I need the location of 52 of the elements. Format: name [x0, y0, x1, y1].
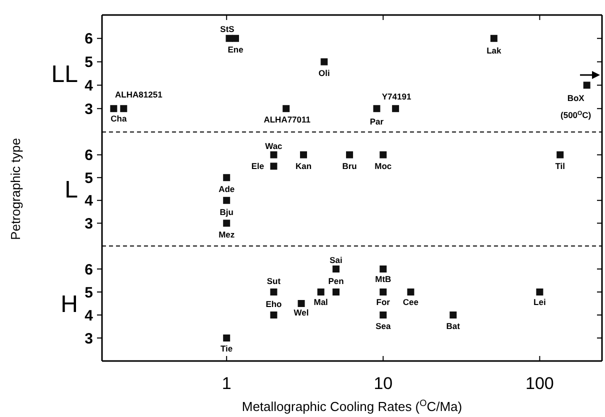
annotation: Oli — [318, 68, 330, 78]
text: L — [64, 176, 78, 204]
y-tick-label: 5 — [84, 54, 93, 72]
annotation: Ele — [251, 161, 264, 172]
annotation: Lei — [534, 296, 546, 307]
annotation: MtB — [375, 274, 392, 284]
annotation: Sea — [376, 320, 391, 331]
annotation: Ene — [228, 44, 244, 54]
x-tick-label: 10 — [374, 374, 393, 393]
annotation: Bat — [446, 320, 460, 331]
y-tick-label: 4 — [84, 77, 94, 94]
annotation: For — [376, 296, 391, 307]
x-tick-label: 100 — [526, 374, 554, 393]
y-axis-title: Petrographic type — [8, 138, 23, 240]
x-tick-label: 1 — [222, 374, 232, 393]
y-tick-label: 3 — [84, 215, 93, 232]
annotation: Par — [370, 116, 384, 127]
annotation: Cee — [402, 296, 419, 307]
annotation: Mez — [218, 230, 235, 240]
annotation: Bru — [342, 160, 357, 171]
annotation: Bju — [220, 206, 234, 217]
text: LL — [51, 60, 78, 88]
annotation: Lak — [486, 45, 502, 56]
annotation: Moc — [374, 160, 392, 171]
annotation: Ade — [218, 184, 235, 194]
y-tick-label: 3 — [84, 330, 93, 348]
annotation: Y74191 — [382, 92, 412, 102]
y-tick-label: 6 — [84, 147, 93, 164]
y-tick-label: 6 — [84, 261, 93, 278]
annotation: Cha — [110, 114, 127, 124]
x-axis-title: Metallographic Cooling Rates ($^{O}$C/Ma) — [242, 398, 462, 414]
annotation: Eho — [266, 298, 282, 309]
annotation: StS — [220, 24, 235, 34]
annotation: Wel — [294, 307, 309, 318]
y-tick-label: 6 — [84, 30, 93, 48]
annotation: Mal — [314, 296, 328, 307]
annotation: Sai — [330, 254, 342, 265]
y-tick-label: 5 — [84, 170, 93, 187]
annotation: ALHA77011 — [264, 114, 311, 125]
annotation: Kan — [295, 160, 312, 171]
y-tick-label: 4 — [84, 192, 94, 210]
annotation: Pen — [328, 276, 344, 286]
y-tick-label: 4 — [84, 307, 94, 324]
annotation: ALHA81251 — [115, 90, 163, 100]
annotation: BoX (500$^{O}$C) — [560, 93, 592, 120]
y-tick-label: 3 — [84, 100, 93, 118]
annotation: Til — [555, 160, 565, 171]
y-tick-label: 5 — [84, 284, 93, 302]
annotation: Wac — [265, 140, 283, 151]
text: H — [60, 290, 78, 318]
annotation: Tie — [220, 343, 233, 354]
annotation: Sut — [266, 276, 281, 286]
